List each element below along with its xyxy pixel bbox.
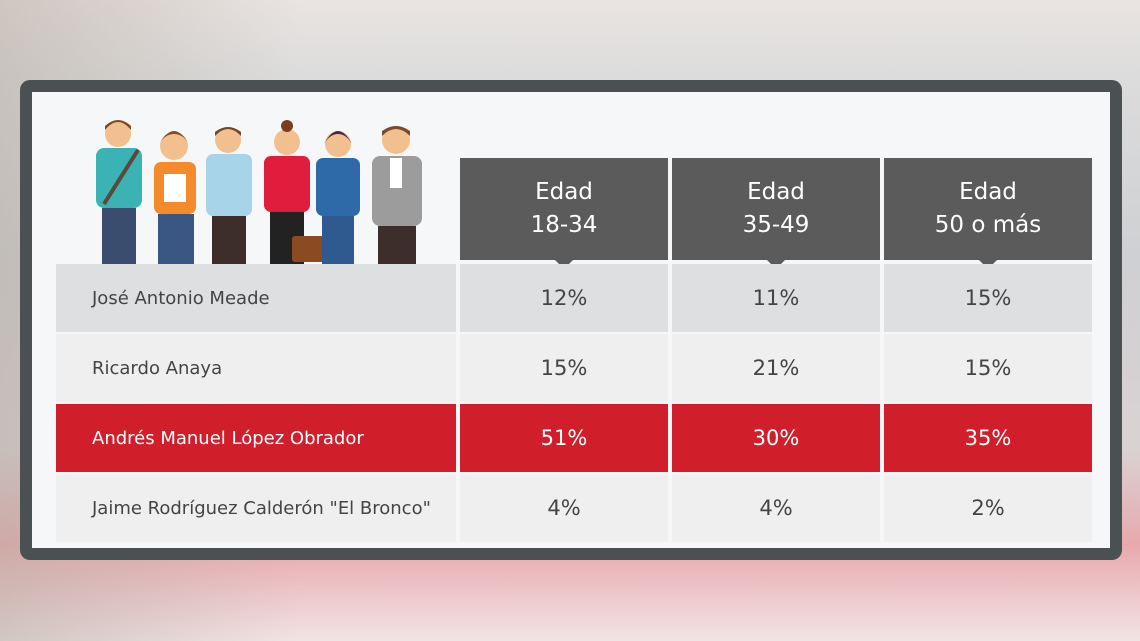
column-header-18-34: Edad 18-34: [460, 158, 668, 269]
person-3: [206, 127, 252, 266]
candidate-name: Jaime Rodríguez Calderón "El Bronco": [56, 474, 456, 542]
column-header-line1: Edad: [747, 179, 805, 205]
column-header-line2: 18-34: [530, 212, 598, 238]
value-cell: 51%: [460, 404, 668, 472]
value-cell: 15%: [884, 334, 1092, 402]
candidate-name: Ricardo Anaya: [56, 334, 456, 402]
column-header-50-plus: Edad 50 o más: [884, 158, 1092, 269]
value-cell: 2%: [884, 474, 1092, 542]
value-cell: 30%: [672, 404, 880, 472]
column-header-line2: 35-49: [742, 212, 810, 238]
value-cell: 15%: [884, 264, 1092, 332]
person-2: [154, 131, 196, 266]
person-4: [264, 120, 328, 266]
column-header-35-49: Edad 35-49: [672, 158, 880, 269]
column-header-line2: 50 o más: [934, 212, 1042, 238]
person-1: [96, 120, 142, 266]
value-cell: 4%: [672, 474, 880, 542]
value-cell: 11%: [672, 264, 880, 332]
person-6: [372, 126, 422, 266]
value-cell: 4%: [460, 474, 668, 542]
value-cell: 35%: [884, 404, 1092, 472]
infographic: Edad 18-34 Edad 35-49 Edad 50 o más José…: [32, 92, 1110, 548]
value-cell: 21%: [672, 334, 880, 402]
column-header-line1: Edad: [535, 179, 593, 205]
table-row: José Antonio Meade 12% 11% 15%: [56, 264, 1092, 332]
table-row: Ricardo Anaya 15% 21% 15%: [56, 334, 1092, 402]
person-5: [316, 131, 360, 266]
column-header-line1: Edad: [959, 179, 1017, 205]
table-row-highlighted: Andrés Manuel López Obrador 51% 30% 35%: [56, 404, 1092, 472]
candidate-name: Andrés Manuel López Obrador: [56, 404, 456, 472]
value-cell: 12%: [460, 264, 668, 332]
people-illustration: [96, 120, 422, 266]
table-row: Jaime Rodríguez Calderón "El Bronco" 4% …: [56, 474, 1092, 542]
value-cell: 15%: [460, 334, 668, 402]
candidate-name: José Antonio Meade: [56, 264, 456, 332]
